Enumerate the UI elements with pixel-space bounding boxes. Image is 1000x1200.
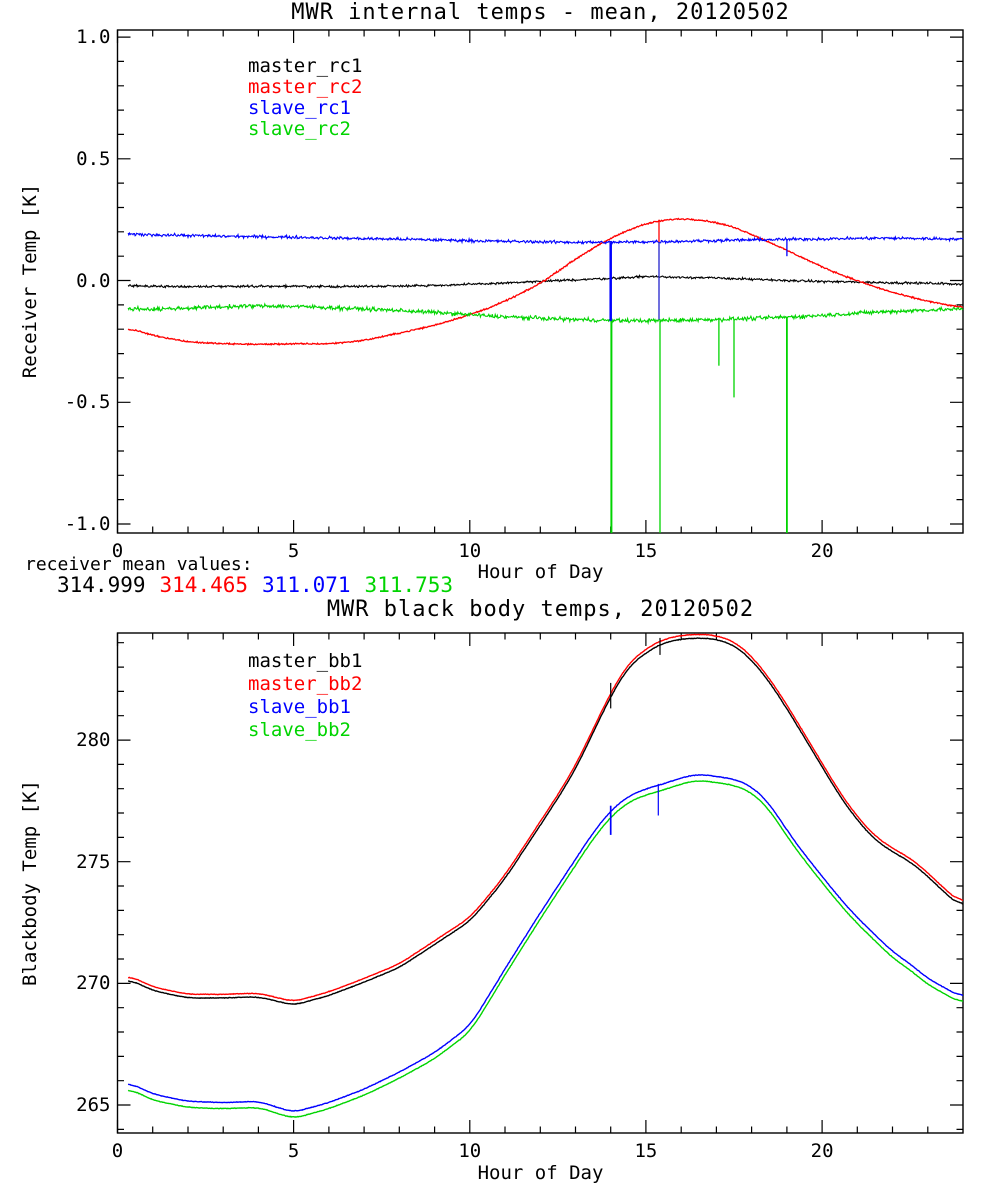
mean-value-master-rc2: 314.465 (159, 573, 249, 597)
series-slave_rc2 (127, 302, 964, 326)
legend-item-slave-rc1: slave_rc1 (248, 97, 351, 119)
y-tick-label: 0.0 (76, 269, 111, 292)
legend-item-slave-bb2: slave_bb2 (248, 719, 351, 741)
bottom-chart-title: MWR black body temps, 20120502 (326, 597, 755, 622)
receiver-mean-values-header: receiver mean values: (25, 554, 253, 575)
bottom-legend: master_bb1 master_bb2 slave_bb1 slave_bb… (248, 650, 362, 742)
mean-value-slave-rc1: 311.071 (262, 573, 351, 597)
x-tick-label: 20 (810, 1140, 834, 1162)
y-tick-label: 280 (76, 729, 111, 752)
x-tick-label: 0 (111, 540, 124, 562)
y-tick-label: 275 (76, 850, 111, 873)
y-tick-label: -1.0 (64, 512, 111, 535)
legend-item-slave-bb1: slave_bb1 (248, 696, 351, 718)
bottom-x-axis-label: Hour of Day (477, 1162, 604, 1184)
legend-item-master-bb1: master_bb1 (248, 650, 363, 672)
x-tick-label: 15 (634, 1140, 658, 1162)
series-slave_bb1 (127, 774, 963, 1112)
x-tick-label: 20 (810, 540, 834, 562)
x-tick-label: 5 (287, 540, 300, 562)
top-chart-title: MWR internal temps - mean, 20120502 (291, 0, 790, 25)
legend-item-master-rc1: master_rc1 (248, 55, 363, 77)
legend-item-master-rc2: master_rc2 (248, 76, 363, 98)
mean-value-slave-rc2: 311.753 (364, 573, 454, 597)
legend-item-slave-rc2: slave_rc2 (248, 118, 351, 140)
x-tick-label: 5 (287, 1140, 300, 1162)
series-slave_rc1 (127, 231, 964, 246)
series-master_rc1 (127, 273, 964, 290)
x-tick-label: 0 (111, 1140, 124, 1162)
y-tick-label: 0.5 (76, 147, 111, 170)
series-master_rc2 (127, 217, 964, 347)
receiver-mean-values: 314.999 314.465 311.071 311.753 (57, 574, 453, 596)
x-tick-label: 10 (458, 540, 482, 562)
series-slave_bb2 (127, 780, 964, 1118)
x-tick-label: 15 (634, 540, 658, 562)
x-tick-label: 10 (458, 1140, 482, 1162)
y-tick-label: 265 (76, 1094, 111, 1117)
y-tick-label: 270 (76, 972, 111, 995)
top-x-axis-label: Hour of Day (477, 561, 604, 583)
top-legend: master_rc1 master_rc2 slave_rc1 slave_rc… (248, 56, 362, 140)
mean-value-master-rc1: 314.999 (57, 573, 146, 597)
y-tick-label: -0.5 (64, 391, 111, 414)
series-master_bb1 (128, 637, 964, 1005)
series-master_bb2 (127, 633, 964, 1002)
legend-item-master-bb2: master_bb2 (248, 673, 363, 695)
y-tick-label: 1.0 (76, 26, 111, 49)
